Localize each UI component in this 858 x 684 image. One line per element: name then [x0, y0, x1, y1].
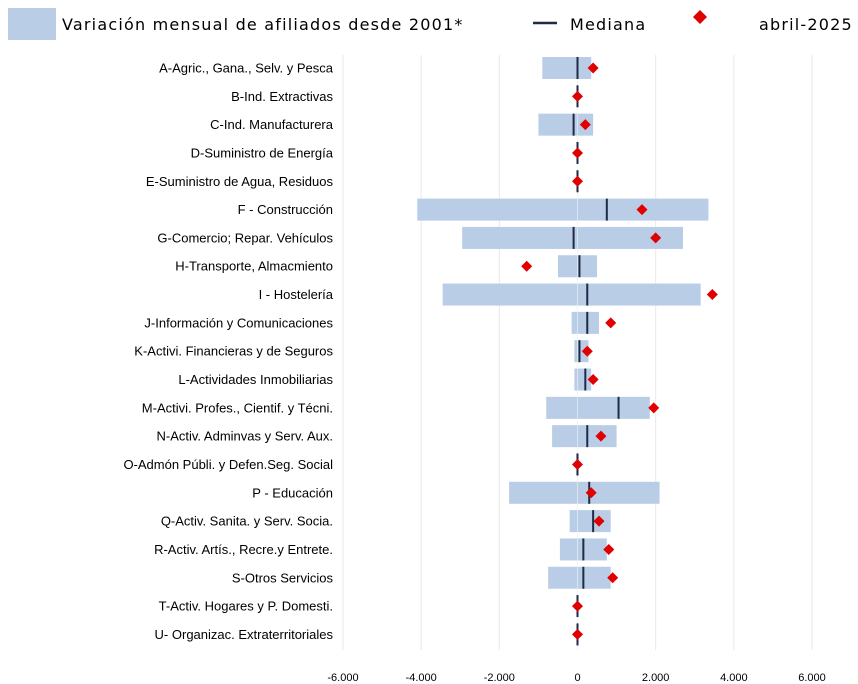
category-label: B-Ind. Extractivas [231, 89, 333, 104]
point-marker [587, 374, 599, 386]
point-marker [572, 147, 583, 159]
point-marker [572, 458, 583, 470]
point-marker [650, 232, 662, 244]
category-label: R-Activ. Artís., Recre.y Entrete. [154, 542, 333, 557]
point-marker [579, 119, 591, 131]
category-label: N-Activ. Adminvas y Serv. Aux. [156, 429, 333, 444]
category-label: A-Agric., Gana., Selv. y Pesca [159, 61, 334, 76]
category-label: G-Comercio; Repar. Vehículos [157, 230, 333, 245]
point-marker [585, 487, 597, 499]
x-tick-label: 2.000 [642, 672, 670, 684]
point-marker [603, 543, 615, 555]
range-bar [538, 113, 594, 136]
legend: Variación mensual de afiliados desde 200… [8, 8, 853, 40]
range-bar [569, 510, 611, 533]
category-label: D-Suministro de Energía [191, 145, 334, 160]
category-label: P - Educación [252, 485, 333, 500]
range-bar [552, 425, 617, 448]
point-marker [595, 430, 607, 442]
range-bar [509, 481, 660, 504]
category-label: C-Ind. Manufacturera [210, 117, 334, 132]
point-marker [572, 175, 583, 187]
x-axis-tick-labels: -6.000 -4.000 -2.000 0 2.000 4.000 6.000 [327, 672, 825, 684]
category-label: I - Hostelería [259, 287, 334, 302]
x-tick-label: -2.000 [484, 672, 515, 684]
category-labels: A-Agric., Gana., Selv. y Pesca B-Ind. Ext… [123, 61, 333, 642]
point-marker [521, 260, 533, 272]
point-marker [648, 402, 660, 414]
category-label: L-Actividades Inmobiliarias [178, 372, 333, 387]
point-marker [593, 515, 605, 527]
x-tick-label: 4.000 [720, 672, 748, 684]
category-label: T-Activ. Hogares y P. Domesti. [159, 599, 333, 614]
category-label: H-Transporte, Almacmiento [175, 259, 333, 274]
legend-point-swatch [693, 10, 707, 24]
x-tick-label: 6.000 [798, 672, 826, 684]
category-label: U- Organizac. Extraterritoriales [155, 627, 334, 642]
point-marker [572, 600, 583, 612]
legend-median-label: Mediana [570, 15, 646, 34]
range-bar [546, 396, 650, 419]
x-tick-label: -6.000 [327, 672, 358, 684]
category-label: F - Construcción [238, 202, 333, 217]
point-marker [572, 90, 583, 102]
range-bar [417, 198, 709, 221]
point-marker [706, 289, 718, 301]
point-marker [587, 62, 599, 74]
legend-range-swatch [8, 8, 56, 40]
point-marker [605, 317, 617, 329]
point-marker [607, 572, 619, 584]
x-tick-label: -4.000 [406, 672, 437, 684]
category-label: K-Activi. Financieras y de Seguros [134, 344, 333, 359]
range-bar [542, 57, 592, 79]
category-label: M-Activi. Profes., Cientif. y Técni. [142, 400, 333, 415]
range-bar [574, 368, 592, 391]
point-marker [572, 628, 583, 640]
range-bar [548, 566, 611, 589]
point-markers [521, 62, 718, 640]
range-bar [571, 311, 599, 334]
x-tick-label: 0 [574, 672, 580, 684]
point-marker [636, 204, 648, 216]
legend-range-label: Variación mensual de afiliados desde 200… [62, 15, 464, 34]
category-label: Q-Activ. Sanita. y Serv. Socia. [161, 514, 333, 529]
range-bars [417, 55, 709, 650]
category-label: S-Otros Servicios [232, 570, 334, 585]
category-label: J-Información y Comunicaciones [144, 315, 333, 330]
category-label: O-Admón Públi. y Defen.Seg. Social [123, 457, 333, 472]
category-label: E-Suministro de Agua, Residuos [146, 174, 334, 189]
range-bar [442, 283, 701, 306]
legend-point-label: abril-2025 [759, 15, 853, 34]
point-marker [581, 345, 593, 357]
